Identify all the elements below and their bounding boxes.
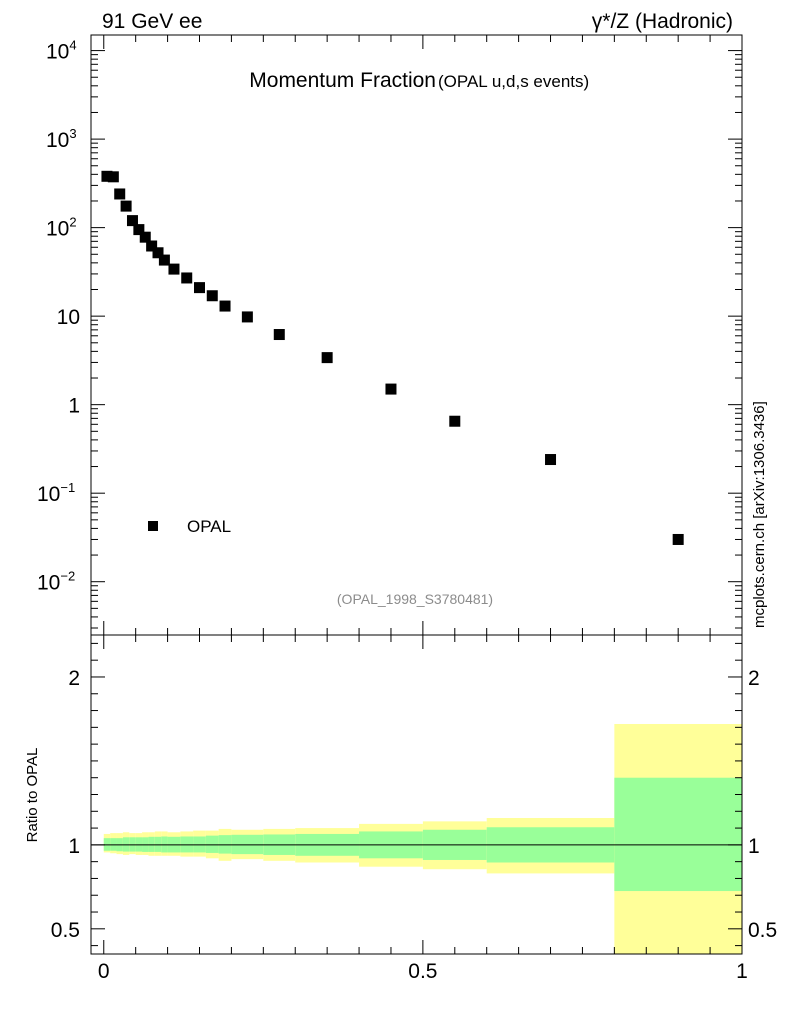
main-plot-frame: [90, 34, 743, 636]
plot-title: Momentum Fraction: [249, 69, 436, 92]
data-point: [126, 215, 138, 227]
stat-uncertainty-band: [154, 836, 162, 852]
ratio-y-tick-label-right: 2: [748, 667, 760, 690]
data-point: [120, 200, 132, 212]
data-point: [152, 247, 164, 259]
data-point: [194, 282, 205, 294]
y-tick-label: 10: [57, 306, 80, 329]
stat-uncertainty-band: [614, 777, 742, 892]
data-point: [273, 329, 285, 341]
data-point: [168, 263, 180, 275]
y-tick-label: 102: [46, 215, 77, 241]
ratio-panel: 0.5 0.51 12 2 0 0.5 1 Ratio to OPAL: [24, 634, 777, 983]
energy-label: 91 GeV ee: [102, 10, 202, 33]
data-point: [133, 224, 145, 236]
y-tick-label: 1: [68, 395, 80, 418]
legend-marker: [148, 521, 158, 531]
main-plot-marks: [101, 170, 684, 545]
stat-uncertainty-band: [205, 835, 219, 853]
data-point: [107, 171, 119, 183]
ratio-x-axis: 0 0.5 1: [98, 635, 748, 983]
legend-label: OPAL: [187, 517, 231, 536]
ratio-y-label: Ratio to OPAL: [24, 748, 41, 843]
data-point: [158, 254, 170, 266]
ratio-y-tick-label: 0.5: [51, 919, 80, 942]
process-label: γ*/Z (Hadronic): [592, 10, 733, 33]
data-point: [219, 300, 231, 312]
y-tick-label: 103: [46, 126, 77, 152]
data-point: [146, 240, 158, 252]
ratio-y-tick-label-right: 0.5: [748, 919, 777, 942]
x-tick-label: 0.5: [408, 960, 437, 983]
x-tick-label: 0: [98, 960, 110, 983]
data-point: [545, 454, 557, 466]
y-tick-label: 10−2: [37, 569, 75, 595]
reference-label: (OPAL_1998_S3780481): [337, 591, 493, 607]
data-point: [181, 272, 193, 284]
stat-uncertainty-band: [148, 836, 155, 852]
data-point: [206, 290, 218, 302]
ratio-y-axis: 0.5 0.5 1 1 2 2: [51, 642, 777, 947]
data-point: [139, 231, 151, 243]
stat-uncertainty-band: [218, 835, 232, 854]
y-tick-label: 10−1: [37, 480, 75, 506]
data-point: [101, 170, 113, 182]
data-point: [241, 311, 253, 323]
x-tick-label: 1: [736, 960, 748, 983]
y-tick-label: 104: [46, 38, 77, 64]
data-point: [385, 383, 397, 395]
ratio-y-tick-label-right: 1: [748, 835, 760, 858]
plot-subtitle: (OPAL u,d,s events): [438, 72, 589, 91]
data-point: [321, 352, 333, 364]
side-watermark: mcplots.cern.ch [arXiv:1306.3436]: [751, 401, 768, 628]
data-point: [672, 533, 684, 545]
data-point: [114, 188, 126, 200]
main-x-ticks: [103, 35, 743, 635]
ratio-y-tick-label: 1: [68, 835, 80, 858]
ratio-y-tick-label: 2: [68, 667, 80, 690]
data-point: [449, 415, 461, 427]
ratio-bands: [103, 723, 742, 954]
